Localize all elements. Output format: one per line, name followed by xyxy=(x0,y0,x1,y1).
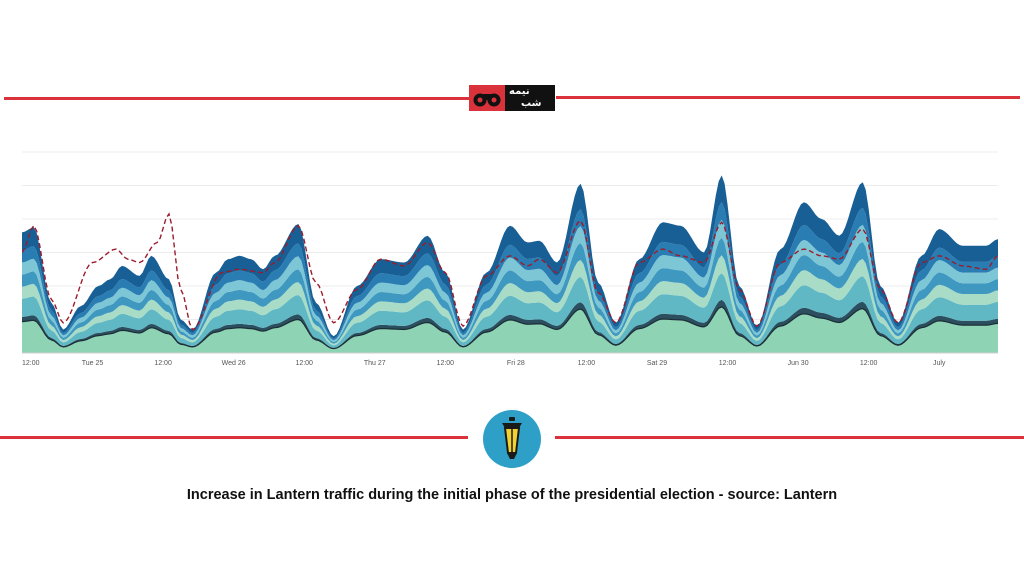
x-tick-label: Tue 25 xyxy=(82,360,104,367)
x-tick-label: Thu 27 xyxy=(364,360,386,367)
baseline-series-line xyxy=(22,306,999,350)
x-tick-label: July xyxy=(933,360,946,367)
x-tick-label: Fri 28 xyxy=(507,360,525,367)
area-series-5 xyxy=(22,237,998,344)
chart-lines xyxy=(22,212,999,350)
x-tick-label: Jun 30 xyxy=(788,360,809,367)
x-tick-label: 12:00 xyxy=(437,360,455,367)
x-tick-label: Wed 26 xyxy=(222,360,246,367)
x-tick-label: 12:00 xyxy=(154,360,172,367)
header-rule-right xyxy=(556,96,1020,99)
x-tick-label: 12:00 xyxy=(22,360,40,367)
area-series-8 xyxy=(22,175,998,339)
area-series-7 xyxy=(22,202,998,341)
area-series-3 xyxy=(22,273,998,348)
x-tick-label: 12:00 xyxy=(578,360,596,367)
x-tick-label: 12:00 xyxy=(860,360,878,367)
x-tick-label: Sat 29 xyxy=(647,360,667,367)
x-tick-label: 12:00 xyxy=(719,360,737,367)
x-axis-ticks: 12:00 Tue 25 12:00 Wed 26 12:00 Thu 27 12:00 Fr… xyxy=(22,352,998,367)
logo-text-top: نیمه xyxy=(509,86,530,97)
x-tick-label: 12:00 xyxy=(295,360,313,367)
area-series-1 xyxy=(22,306,998,353)
lantern-icon xyxy=(483,410,541,468)
traffic-area-chart: 12:00 Tue 25 12:00 Wed 26 12:00 Thu 27 12:00 Fr… xyxy=(22,151,999,367)
footer-rule-right xyxy=(555,436,1024,439)
figure-caption: Increase in Lantern traffic during the i… xyxy=(186,487,838,503)
area-series-2 xyxy=(22,299,998,349)
binoculars-icon xyxy=(469,85,555,111)
logo-text-bottom: شب xyxy=(521,98,542,109)
area-series-4 xyxy=(22,255,998,346)
header-rule-left xyxy=(4,97,470,100)
footer-rule-left xyxy=(0,436,468,439)
chart-areas xyxy=(22,175,998,353)
brand-logo: نیمه شب xyxy=(469,85,555,111)
area-series-6 xyxy=(22,219,998,343)
dashed-reference-line xyxy=(22,212,999,331)
